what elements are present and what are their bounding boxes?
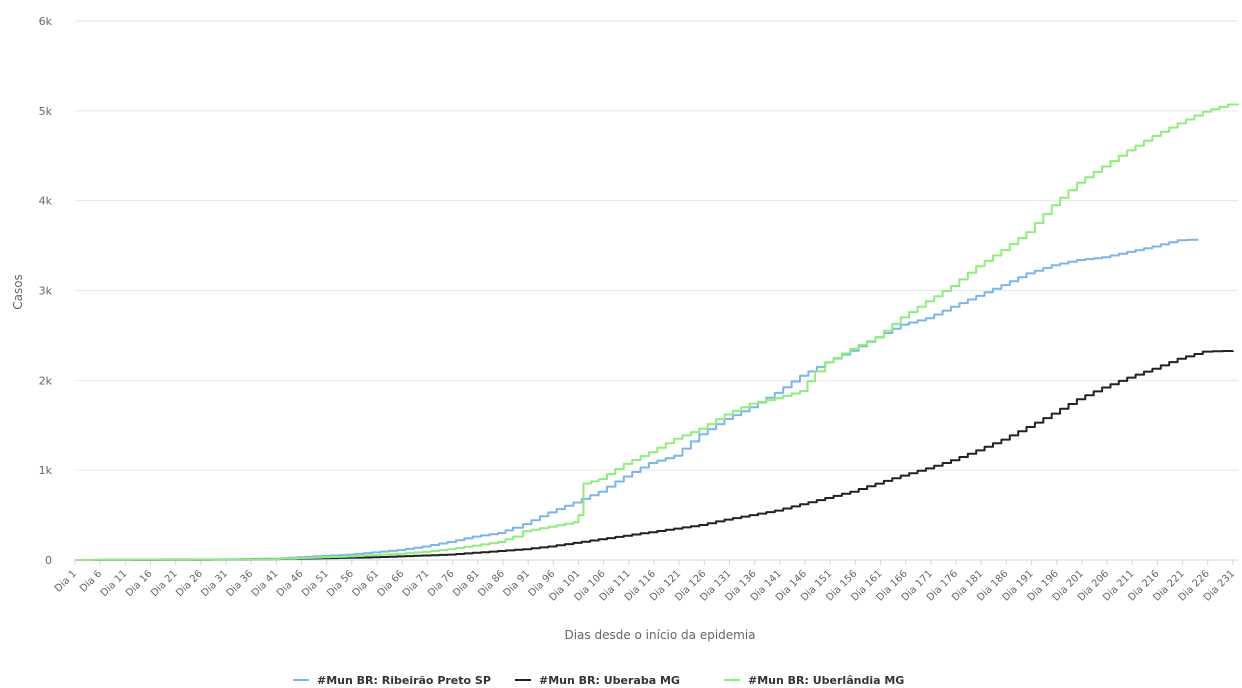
x-tick-label: Dia 41 [250,568,281,599]
grid-lines [75,20,1238,561]
legend: #Mun BR: Ribeirão Preto SP #Mun BR: Ubera… [293,674,904,687]
legend-item-label[interactable]: #Mun BR: Uberaba MG [539,674,680,687]
x-tick-label: Dia 61 [350,568,381,599]
legend-item-label[interactable]: #Mun BR: Uberlândia MG [748,674,904,687]
x-tick-label: Dia 81 [451,568,482,599]
y-tick-label: 4k [39,195,53,208]
x-tick-label: Dia 56 [325,568,356,599]
x-tick-label: Dia 1 [53,568,79,594]
x-tick-label: Dia 51 [300,568,331,599]
y-axis-title: Casos [11,274,25,310]
series-lines [75,103,1239,561]
x-tick-label: Dia 21 [149,568,180,599]
y-axis-ticks: 0 1k 2k 3k 4k 5k 6k [39,15,53,567]
x-tick-label: Dia 91 [501,568,532,599]
series-line-0 [75,238,1199,561]
x-tick-label: Dia 71 [401,568,432,599]
x-tick-label: Dia 26 [174,568,205,599]
y-tick-label: 3k [39,285,53,298]
y-tick-label: 6k [39,15,53,28]
x-tick-label: Dia 66 [376,568,407,599]
x-tick-label: Dia 11 [99,568,130,599]
x-axis-title: Dias desde o início da epidemia [564,628,755,642]
series-line-1 [75,350,1234,561]
y-tick-label: 5k [39,105,53,118]
series-line-2 [75,103,1239,561]
x-tick-label: Dia 36 [225,568,256,599]
legend-item-label[interactable]: #Mun BR: Ribeirão Preto SP [317,674,491,687]
x-tick-label: Dia 86 [476,568,507,599]
x-tick-label: Dia 46 [275,568,306,599]
y-tick-label: 0 [45,554,52,567]
x-tick-label: Dia 76 [426,568,457,599]
y-tick-label: 1k [39,464,53,477]
x-tick-label: Dia 16 [124,568,155,599]
x-tick-label: Dia 31 [199,568,230,599]
y-tick-label: 2k [39,374,53,387]
